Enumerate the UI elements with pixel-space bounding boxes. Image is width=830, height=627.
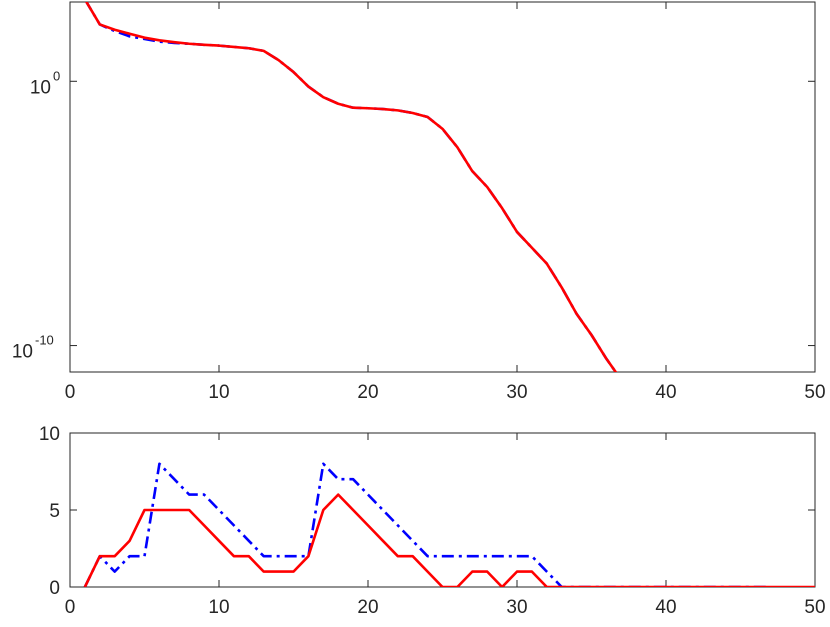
red-solid-series-line: [84, 2, 618, 372]
x-tick-label: 50: [804, 382, 825, 403]
series-group: [83, 462, 815, 587]
x-tick-label: 20: [357, 382, 378, 403]
x-tick-label: 50: [804, 597, 825, 618]
x-tick-label: 30: [506, 597, 527, 618]
x-tick-label: 20: [357, 597, 378, 618]
axes-box: [69, 432, 816, 588]
x-tick-label: 0: [65, 382, 76, 403]
x-tick-label: 30: [506, 382, 527, 403]
blue-dashdot-series-line: [83, 462, 771, 587]
axes-box: [69, 1, 816, 373]
y-tick-label-exponent: -10: [35, 333, 54, 348]
red-solid-series-line: [83, 493, 815, 587]
y-tick-label-exponent: 0: [53, 68, 60, 83]
bottom-panel-count-plot: 0 10 20 30 40 50 0 5 10: [39, 424, 826, 618]
x-tick-label: 0: [65, 597, 76, 618]
y-tick-label: 0: [49, 578, 60, 599]
y-tick-label: 5: [49, 501, 60, 522]
x-tick-label: 40: [655, 597, 676, 618]
x-tick-label: 40: [655, 382, 676, 403]
series-group: [84, 2, 618, 372]
y-tick-label-base: 10: [12, 342, 33, 363]
y-tick-label: 10: [39, 424, 60, 445]
y-tick-label-base: 10: [30, 77, 51, 98]
x-tick-label: 10: [208, 382, 229, 403]
x-tick-label: 10: [208, 597, 229, 618]
